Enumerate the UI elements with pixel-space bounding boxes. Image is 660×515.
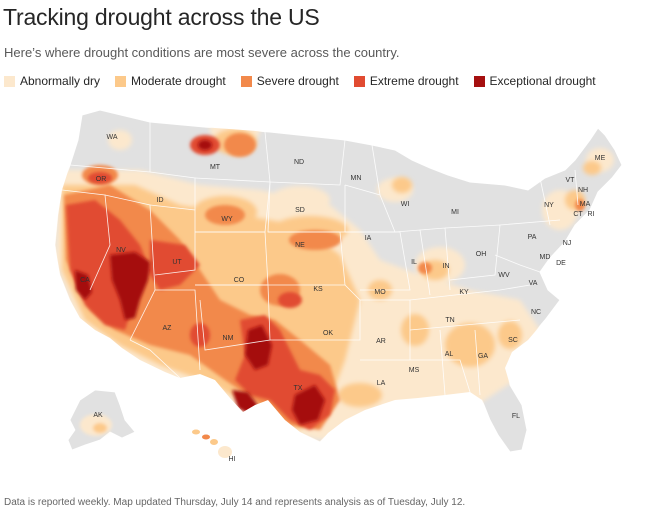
state-label: CA <box>80 277 90 284</box>
legend-label: Abnormally dry <box>20 74 101 88</box>
legend-swatch <box>473 75 485 87</box>
state-label: WI <box>401 201 410 208</box>
footer-note: Data is reported weekly. Map updated Thu… <box>4 497 466 508</box>
legend-item-abnormally-dry: Abnormally dry <box>4 74 100 88</box>
state-label: WA <box>106 134 117 141</box>
state-label: WV <box>498 272 510 279</box>
hawaii-inset: HI <box>192 429 236 463</box>
state-labels: WA MT ND MN OR ID SD WI MI NY VT ME NH M… <box>80 134 605 420</box>
state-label: OH <box>476 251 487 258</box>
state-label: AR <box>376 338 386 345</box>
state-label: SD <box>295 207 305 214</box>
legend-item-severe-drought: Severe drought <box>240 74 339 88</box>
state-label: RI <box>588 211 595 218</box>
legend-swatch <box>353 75 365 87</box>
state-label: NM <box>223 335 234 342</box>
state-label: AL <box>445 351 454 358</box>
legend-item-exceptional-drought: Exceptional drought <box>473 74 596 88</box>
page-subtitle: Here’s where drought conditions are most… <box>4 45 400 60</box>
drought-exceptional <box>75 140 325 425</box>
page-title: Tracking drought across the US <box>3 4 320 30</box>
legend-label: Exceptional drought <box>489 74 596 88</box>
drought-moderate <box>93 423 107 433</box>
state-label: AZ <box>163 325 173 332</box>
state-label: LA <box>377 380 386 387</box>
state-label: OR <box>96 176 107 183</box>
state-label: ME <box>595 155 606 162</box>
state-label: NE <box>295 242 305 249</box>
state-label: CT <box>573 211 583 218</box>
state-label: FL <box>512 413 520 420</box>
state-label: UT <box>172 259 182 266</box>
state-label: WY <box>221 216 233 223</box>
state-label: MI <box>451 209 459 216</box>
state-label: TN <box>445 317 454 324</box>
state-label: CO <box>234 277 245 284</box>
state-label: NJ <box>563 240 572 247</box>
state-label: SC <box>508 337 518 344</box>
state-label: AK <box>93 412 103 419</box>
state-label: MN <box>351 175 362 182</box>
legend-swatch <box>115 75 127 87</box>
state-label: NV <box>116 247 126 254</box>
state-label: MS <box>409 367 420 374</box>
legend-label: Extreme drought <box>369 74 459 88</box>
state-label: IN <box>443 263 450 270</box>
drought-areas <box>55 114 614 440</box>
state-label: ND <box>294 159 304 166</box>
state-label: KS <box>313 286 323 293</box>
drought-map: WA MT ND MN OR ID SD WI MI NY VT ME NH M… <box>54 109 623 463</box>
state-label: IL <box>411 259 417 266</box>
state-label: KY <box>459 289 469 296</box>
legend-swatch <box>240 75 252 87</box>
state-label: VT <box>566 177 576 184</box>
state-label: OK <box>323 330 333 337</box>
state-label: GA <box>478 353 488 360</box>
state-label: VA <box>529 280 538 287</box>
state-label: DE <box>556 260 566 267</box>
state-label: HI <box>229 456 236 463</box>
legend-label: Severe drought <box>256 74 339 88</box>
state-label: NH <box>578 187 588 194</box>
alaska-inset: AK <box>67 389 136 451</box>
state-label: ID <box>157 197 164 204</box>
state-label: NC <box>531 309 541 316</box>
state-label: PA <box>528 234 537 241</box>
state-label: TX <box>294 385 303 392</box>
legend-swatch <box>4 75 15 87</box>
state-borders <box>61 122 579 396</box>
state-label: MA <box>580 201 591 208</box>
legend: Abnormally dry Moderate drought Severe d… <box>4 74 611 88</box>
legend-item-moderate-drought: Moderate drought <box>115 74 226 88</box>
state-label: NY <box>544 202 554 209</box>
state-label: MT <box>210 164 221 171</box>
state-label: IA <box>365 235 372 242</box>
legend-label: Moderate drought <box>131 74 226 88</box>
state-label: MD <box>540 254 551 261</box>
legend-item-extreme-drought: Extreme drought <box>353 74 459 88</box>
state-label: MO <box>374 289 386 296</box>
